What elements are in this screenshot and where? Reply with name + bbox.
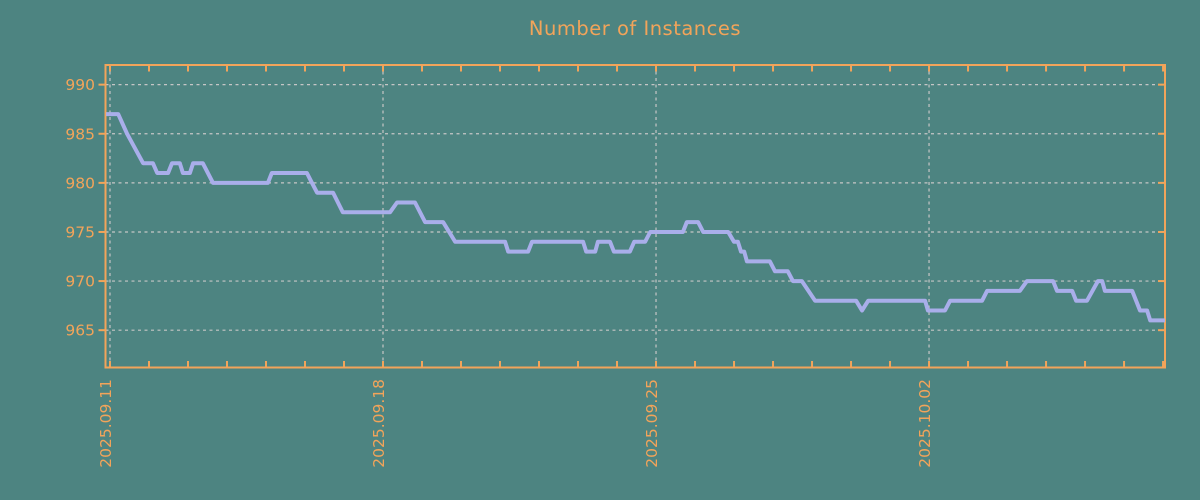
y-tick-label: 970 [65, 273, 95, 291]
x-tick-label: 2025.09.18 [370, 379, 388, 468]
y-tick-label: 985 [65, 125, 95, 143]
plot-border [104, 64, 1166, 369]
y-tick-label: 975 [65, 223, 95, 241]
y-tick-label: 990 [65, 76, 95, 94]
x-tick-label: 2025.10.02 [916, 379, 934, 468]
y-tick-label: 965 [65, 322, 95, 340]
x-tick-label: 2025.09.11 [97, 379, 115, 468]
series-line [106, 112, 1165, 323]
x-tick-label: 2025.09.25 [643, 379, 661, 468]
chart-title: Number of Instances [528, 17, 742, 40]
y-tick-label: 980 [65, 174, 95, 192]
